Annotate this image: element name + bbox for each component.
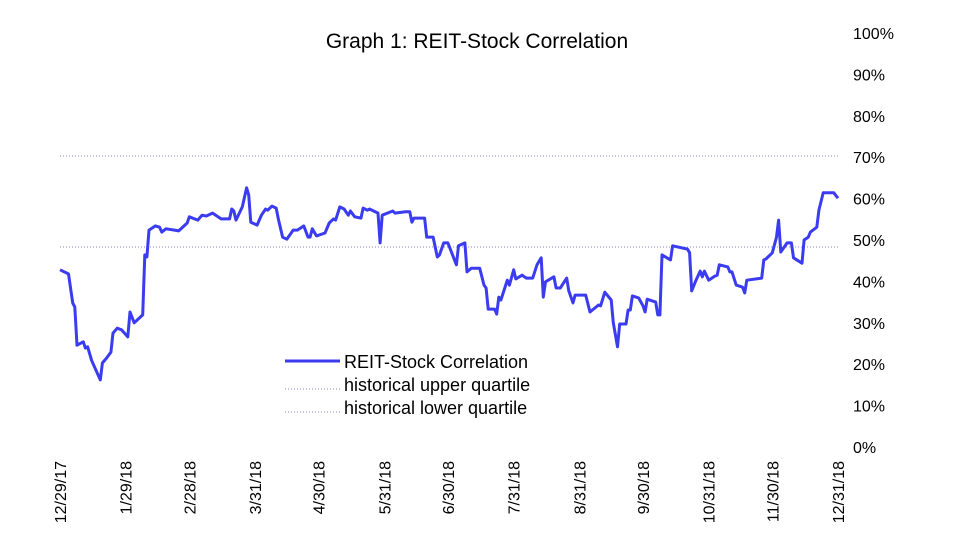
x-tick-label: 12/29/17 bbox=[53, 461, 70, 523]
x-tick-label: 12/31/18 bbox=[831, 461, 848, 523]
x-tick-label: 1/29/18 bbox=[119, 461, 136, 514]
y-tick-label: 30% bbox=[853, 316, 885, 333]
y-tick-label: 0% bbox=[853, 440, 876, 457]
chart-title-text: Graph 1: REIT-Stock Correlation bbox=[325, 30, 629, 53]
x-tick-label: 11/30/18 bbox=[765, 461, 782, 522]
y-tick-label: 40% bbox=[853, 274, 885, 291]
x-tick-label: 7/31/18 bbox=[507, 461, 524, 514]
x-tick-label: 8/31/18 bbox=[572, 461, 589, 514]
y-tick-label: 90% bbox=[853, 67, 885, 84]
legend-label: historical lower quartile bbox=[344, 398, 527, 418]
y-tick-label: 80% bbox=[853, 109, 885, 126]
chart-title: Graph 1: REIT-Stock Correlation bbox=[0, 30, 968, 54]
x-tick-label: 4/30/18 bbox=[312, 461, 329, 514]
y-tick-label: 50% bbox=[853, 233, 885, 250]
x-tick-label: 5/31/18 bbox=[377, 461, 394, 514]
y-tick-label: 60% bbox=[853, 192, 885, 209]
y-tick-label: 20% bbox=[853, 357, 885, 374]
x-tick-label: 3/31/18 bbox=[248, 461, 265, 514]
x-tick-label: 2/28/18 bbox=[182, 461, 199, 514]
x-tick-label: 6/30/18 bbox=[441, 461, 458, 514]
legend-label: historical upper quartile bbox=[344, 375, 530, 395]
x-tick-label: 10/31/18 bbox=[702, 461, 719, 523]
y-tick-label: 70% bbox=[853, 150, 885, 167]
legend-label: REIT-Stock Correlation bbox=[344, 352, 528, 372]
y-tick-label: 100% bbox=[853, 26, 894, 43]
y-tick-label: 10% bbox=[853, 399, 885, 416]
x-tick-label: 9/30/18 bbox=[636, 461, 653, 514]
series-line bbox=[59, 186, 840, 382]
